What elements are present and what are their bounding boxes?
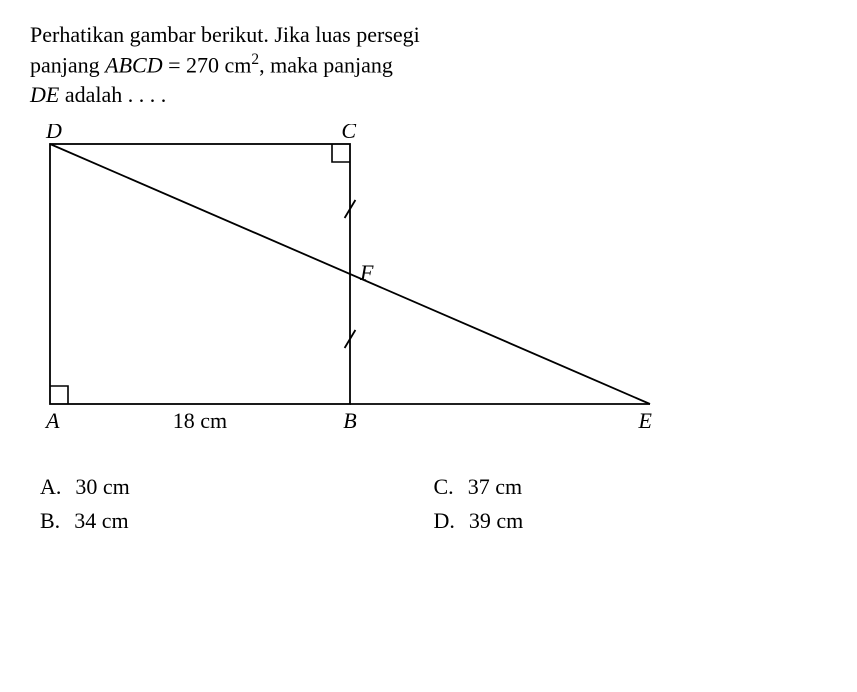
figure: D C A B E F 18 cm	[30, 124, 827, 462]
q-line2-c: = 270 cm	[163, 52, 252, 77]
geometry-svg: D C A B E F 18 cm	[30, 124, 670, 454]
q-line3-de: DE	[30, 82, 59, 107]
question-line-3: DE adalah . . . .	[30, 80, 827, 110]
svg-text:C: C	[341, 124, 356, 143]
options: A. 30 cm C. 37 cm B. 34 cm D. 39 cm	[40, 472, 827, 535]
svg-text:F: F	[359, 260, 374, 285]
option-c: C. 37 cm	[434, 472, 828, 502]
svg-text:B: B	[343, 408, 356, 433]
question-text: Perhatikan gambar berikut. Jika luas per…	[30, 20, 827, 109]
q-line2-d: , maka panjang	[259, 52, 393, 77]
option-d-text: 39 cm	[469, 506, 523, 536]
option-a-letter: A.	[40, 472, 61, 502]
svg-text:D: D	[45, 124, 62, 143]
svg-text:A: A	[44, 408, 60, 433]
q-line2-abcd: ABCD	[105, 52, 162, 77]
question-line-1: Perhatikan gambar berikut. Jika luas per…	[30, 20, 827, 50]
q-line2-a: panjang	[30, 52, 105, 77]
option-d-letter: D.	[434, 506, 455, 536]
q-line2-sup: 2	[251, 51, 259, 68]
option-d: D. 39 cm	[434, 506, 828, 536]
option-b: B. 34 cm	[40, 506, 434, 536]
q-line1-a: Perhatikan gambar berikut. Jika luas per…	[30, 22, 420, 47]
q-line3-b: adalah . . . .	[59, 82, 166, 107]
option-a: A. 30 cm	[40, 472, 434, 502]
option-b-letter: B.	[40, 506, 60, 536]
option-c-text: 37 cm	[468, 472, 522, 502]
option-a-text: 30 cm	[75, 472, 129, 502]
option-c-letter: C.	[434, 472, 454, 502]
option-b-text: 34 cm	[74, 506, 128, 536]
question-line-2: panjang ABCD = 270 cm2, maka panjang	[30, 50, 827, 80]
svg-text:E: E	[638, 408, 653, 433]
svg-text:18 cm: 18 cm	[173, 408, 227, 433]
